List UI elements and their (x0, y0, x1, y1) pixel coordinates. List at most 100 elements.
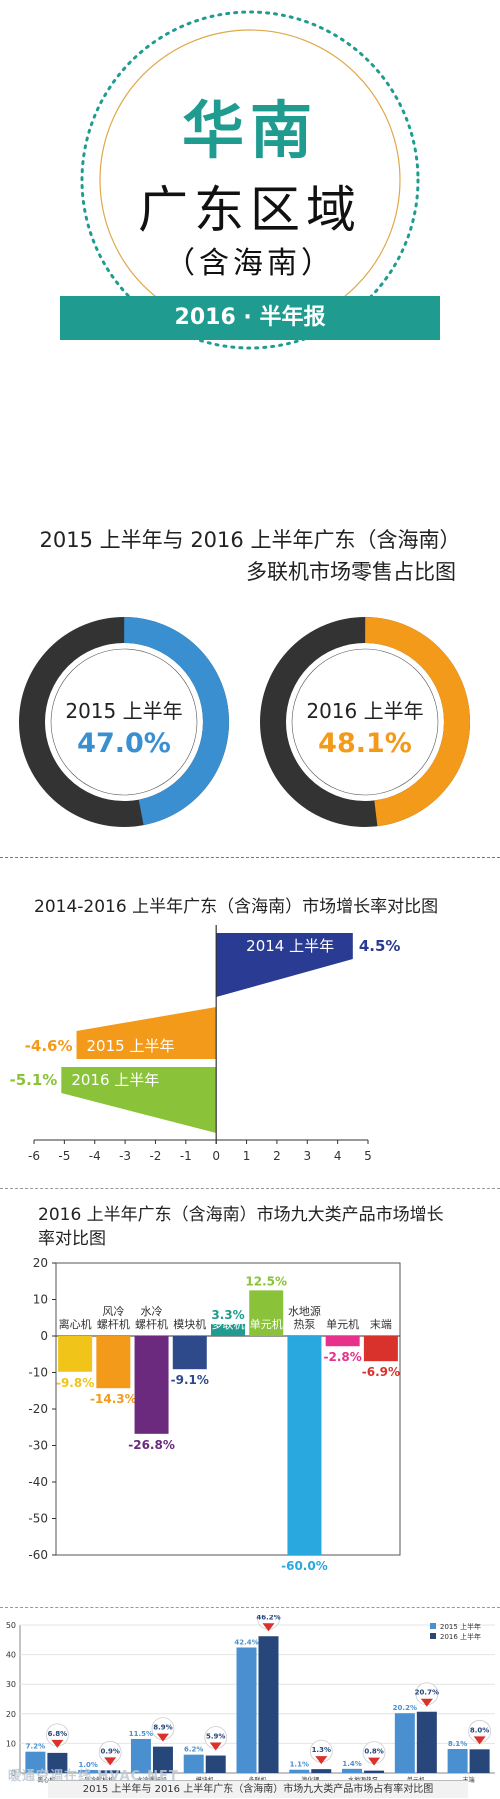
category-y-tick-label: -60 (28, 1548, 48, 1562)
share-bar-label: 1.0% (78, 1761, 97, 1769)
share-bar (416, 1711, 437, 1773)
share-bar (130, 1738, 151, 1773)
category-value-label: -2.8% (324, 1350, 362, 1364)
category-label: 单元机 (250, 1317, 283, 1331)
category-label: 风冷 (102, 1305, 124, 1318)
donut-inner-ring-line (291, 648, 439, 796)
category-bar (325, 1336, 360, 1347)
share-category-label: 末端 (463, 1776, 475, 1784)
growth-bar-category-label: 2015 上半年 (87, 1037, 175, 1055)
category-value-label: -26.8% (128, 1438, 175, 1452)
share-bar (25, 1751, 46, 1773)
growth-x-tick-label: -3 (119, 1149, 131, 1163)
donut-chart: 2015 上半年 47.0% 2016 上半年 48.1% (19, 617, 470, 827)
share-bar-label: 6.2% (184, 1746, 203, 1754)
donut-label: 2015 上半年 (65, 699, 182, 723)
category-value-label: -9.1% (171, 1373, 209, 1387)
section-divider-3 (0, 1607, 500, 1608)
growth-x-tick-label: 0 (212, 1149, 220, 1163)
share-bar (289, 1769, 310, 1773)
share-bar-label: 46.2% (256, 1615, 280, 1621)
category-label: 离心机 (59, 1317, 92, 1331)
category-label: 模块机 (173, 1317, 206, 1331)
growth-chart: 2014 上半年 4.5% 2015 上半年 -4.6% 2016 上半年 -5.1% -6… (9, 925, 401, 1163)
share-down-arrow-icon (315, 1756, 328, 1765)
growth-chart-title: 2014-2016 上半年广东（含海南）市场增长率对比图 (34, 897, 439, 917)
share-bar-label: 1.1% (290, 1761, 309, 1769)
share-bar (205, 1755, 226, 1773)
growth-x-tick-label: 1 (243, 1149, 251, 1163)
share-down-arrow-icon (420, 1698, 433, 1707)
share-bar-label: 8.9% (153, 1724, 172, 1732)
share-down-arrow-icon (209, 1742, 222, 1751)
share-bar-label: 8.0% (470, 1726, 489, 1734)
donut-inner-ring-line (50, 648, 198, 796)
category-value-label: -9.8% (56, 1376, 94, 1390)
category-y-tick-label: 0 (40, 1329, 48, 1343)
share-bar (469, 1749, 490, 1773)
share-y-tick-label: 30 (6, 1680, 16, 1689)
growth-bar (76, 1007, 217, 1059)
share-bar (364, 1770, 385, 1773)
share-bar (258, 1636, 279, 1773)
share-bar (78, 1770, 99, 1773)
category-label: 单元机 (326, 1317, 359, 1331)
donut-value-label: 48.1% (318, 728, 412, 759)
share-bar-label: 8.1% (448, 1740, 467, 1748)
share-bar-label: 0.8% (364, 1748, 383, 1756)
share-legend-swatch (430, 1633, 436, 1639)
category-label: 末端 (370, 1317, 392, 1331)
section-divider-2 (0, 1188, 500, 1189)
donut-value-label: 47.0% (77, 728, 171, 759)
category-value-label: 3.3% (211, 1308, 244, 1322)
share-bar-label: 6.8% (48, 1730, 67, 1738)
category-bar (134, 1336, 169, 1434)
share-legend-swatch (430, 1623, 436, 1629)
share-bar-label: 11.5% (129, 1730, 153, 1738)
share-y-tick-label: 40 (6, 1651, 16, 1660)
market-share-title: 2015 上半年与 2016 上半年广东（含海南）市场九大类产品市场占有率对比图 (48, 1780, 468, 1798)
category-chart-title-line1: 2016 上半年广东（含海南）市场九大类产品市场增长 (38, 1205, 444, 1225)
donut-slice (19, 617, 229, 827)
share-bar-label: 5.9% (206, 1733, 225, 1741)
donut-slice (260, 617, 470, 827)
category-chart-title-line2: 率对比图 (38, 1229, 106, 1249)
share-legend-label: 2016 上半年 (440, 1632, 481, 1641)
share-bar (342, 1768, 363, 1773)
growth-bar (216, 933, 353, 997)
share-bar-label: 20.7% (415, 1689, 439, 1697)
share-bar (394, 1713, 415, 1773)
growth-x-tick-label: 5 (364, 1149, 372, 1163)
share-bar (152, 1746, 173, 1773)
page-note: （含海南） (165, 246, 335, 281)
growth-x-tick-label: -5 (58, 1149, 70, 1163)
share-bar-label: 1.4% (342, 1760, 361, 1768)
share-bar-label: 1.3% (312, 1746, 331, 1754)
category-value-label: 12.5% (245, 1274, 287, 1288)
donut-chart-title-line2: 多联机市场零售占比图 (246, 560, 456, 584)
category-label: 热泵 (293, 1318, 315, 1331)
growth-bar-value-label: -4.6% (25, 1037, 73, 1055)
share-bar (183, 1754, 204, 1773)
share-down-arrow-icon (368, 1757, 381, 1766)
growth-x-tick-label: 2 (273, 1149, 281, 1163)
section-divider (0, 857, 500, 858)
category-y-tick-label: 10 (33, 1293, 48, 1307)
share-bar (47, 1752, 68, 1773)
donut-chart-title-line1: 2015 上半年与 2016 上半年广东（含海南） (39, 528, 461, 552)
share-y-tick-label: 20 (6, 1710, 16, 1719)
growth-bar-value-label: 4.5% (359, 937, 401, 955)
category-y-tick-label: -10 (28, 1366, 48, 1380)
growth-x-tick-label: -6 (28, 1149, 40, 1163)
category-label: 多联机 (212, 1317, 245, 1331)
share-y-tick-label: 0 (11, 1769, 16, 1778)
share-category-label: 离心机 (37, 1776, 55, 1784)
page-subtitle: 广东区域 (138, 181, 362, 239)
growth-bar (61, 1067, 217, 1133)
share-bar-label: 0.9% (100, 1747, 119, 1755)
share-legend-label: 2015 上半年 (440, 1622, 481, 1631)
share-down-arrow-icon (473, 1736, 486, 1745)
share-down-arrow-icon (51, 1739, 64, 1748)
share-bar (236, 1647, 257, 1773)
donut-label: 2016 上半年 (306, 699, 423, 723)
